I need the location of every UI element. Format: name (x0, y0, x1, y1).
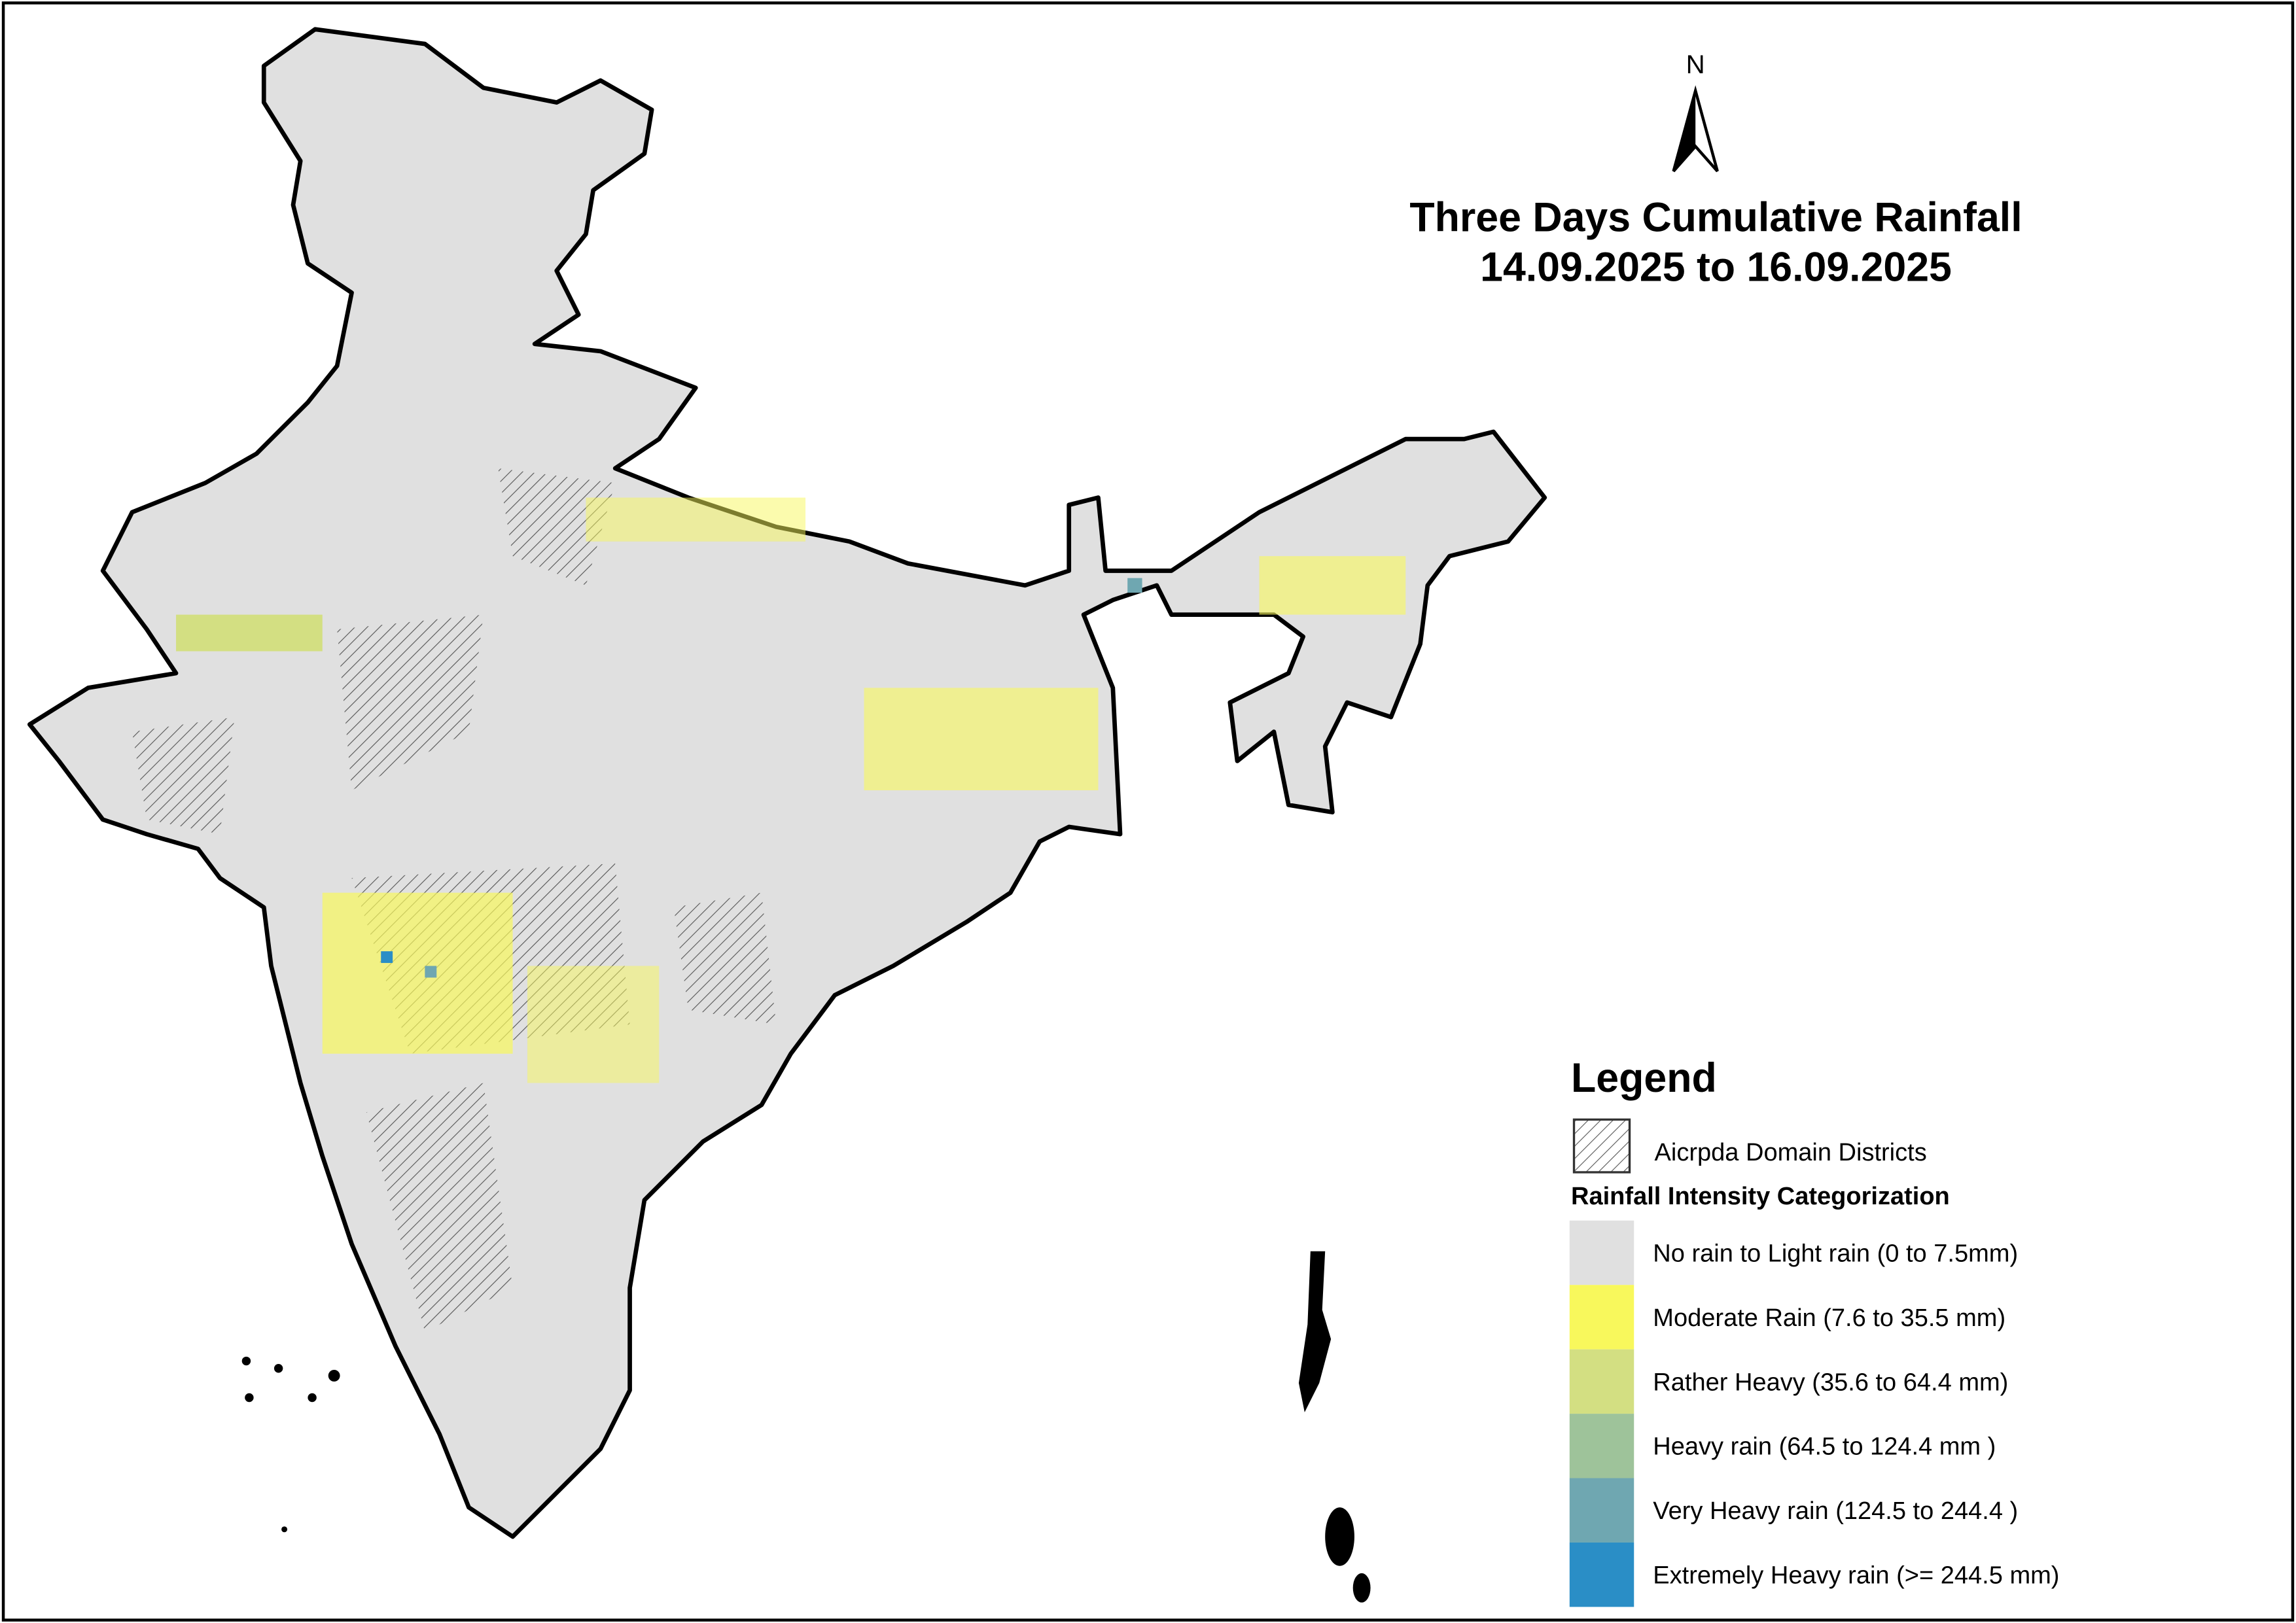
legend-label: No rain to Light rain (0 to 7.5mm) (1653, 1240, 2018, 1267)
legend-swatch (1569, 1349, 1634, 1414)
legend-label: Very Heavy rain (124.5 to 244.4 ) (1653, 1497, 2018, 1525)
islands (241, 1251, 1371, 1603)
title-line1: Three Days Cumulative Rainfall (1409, 194, 2022, 240)
domain-swatch (1572, 1118, 1631, 1174)
legend-label: Rather Heavy (35.6 to 64.4 mm) (1653, 1369, 2008, 1396)
legend-swatch (1569, 1285, 1634, 1350)
north-arrow: N (1672, 50, 1719, 173)
legend-label: Heavy rain (64.5 to 124.4 mm ) (1653, 1433, 1996, 1461)
legend-swatch (1569, 1414, 1634, 1478)
title-line2: 14.09.2025 to 16.09.2025 (1480, 245, 1952, 290)
category-title: Rainfall Intensity Categorization (1571, 1183, 1950, 1210)
legend-swatch (1569, 1478, 1634, 1543)
north-label: N (1686, 50, 1705, 79)
legend-label: Moderate Rain (7.6 to 35.5 mm) (1653, 1304, 2005, 1332)
legend-label: Extremely Heavy rain (>= 244.5 mm) (1653, 1562, 2059, 1590)
rain-patches (176, 497, 1406, 1083)
legend-swatch (1569, 1220, 1634, 1285)
domain-label: Aicrpda Domain Districts (1655, 1139, 1927, 1166)
legend-title: Legend (1571, 1055, 1717, 1101)
legend: Legend Aicrpda Domain Districts Rainfall… (1569, 1055, 2059, 1607)
legend-swatch (1569, 1542, 1634, 1607)
